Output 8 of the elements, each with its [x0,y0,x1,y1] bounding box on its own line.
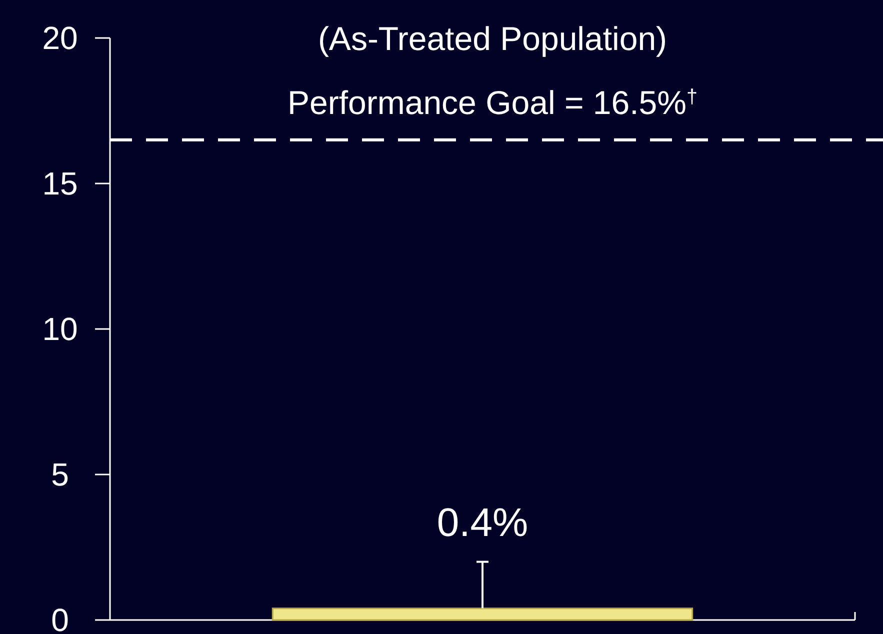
y-tick-label: 0 [51,602,69,634]
y-tick-label: 5 [51,456,69,493]
y-tick-label: 15 [42,166,78,202]
ref-line-label: Performance Goal = 16.5%$^{†}$ [288,84,698,121]
y-tick-label: 10 [42,311,78,348]
data-label: 0.4% [436,500,528,545]
chart-title: (As-Treated Population) [318,20,668,57]
y-tick-label: 20 [42,20,78,56]
